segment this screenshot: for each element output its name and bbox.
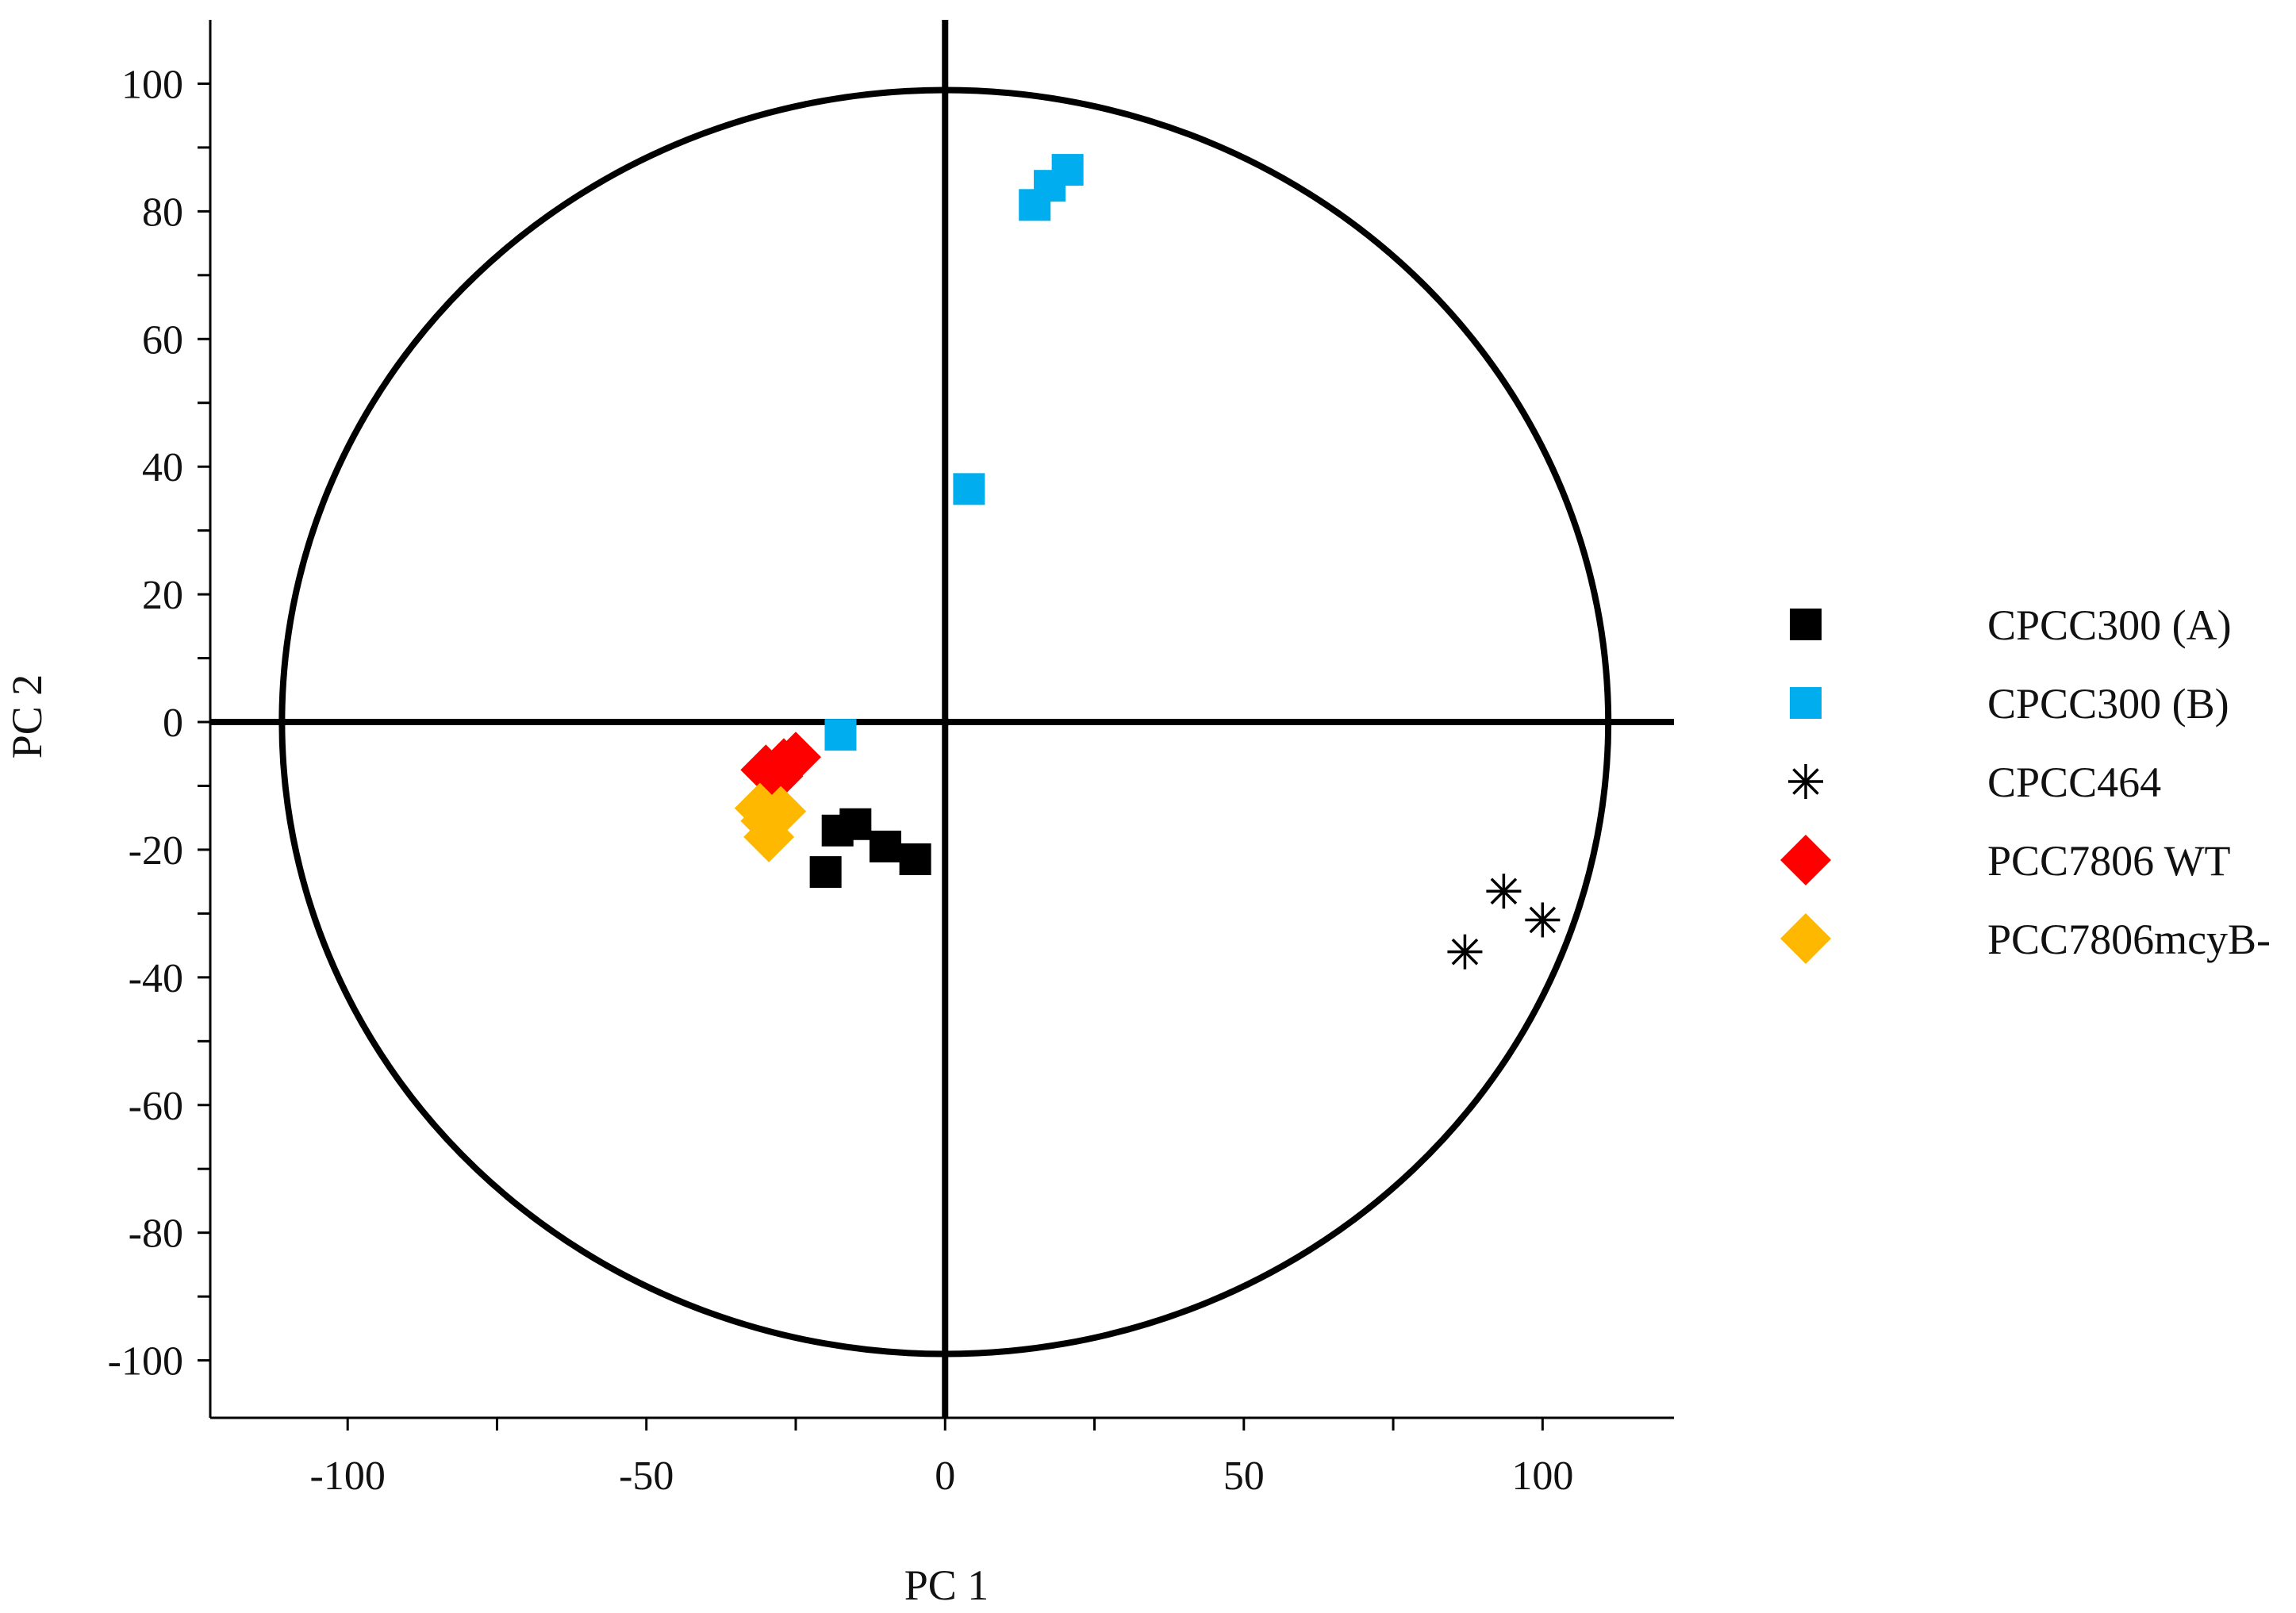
y-tick-label: -20 xyxy=(129,828,183,874)
legend-label: CPCC300 (A) xyxy=(1987,601,2232,649)
series-2 xyxy=(1447,874,1561,970)
x-tick-label: -50 xyxy=(619,1454,674,1499)
data-point xyxy=(1525,902,1561,938)
x-tick-label: 100 xyxy=(1511,1454,1573,1499)
y-tick-label: 80 xyxy=(142,190,183,235)
x-tick-label: 0 xyxy=(935,1454,955,1499)
series-3 xyxy=(740,732,821,802)
data-point xyxy=(899,843,931,876)
data-markers xyxy=(734,154,1561,970)
legend-marker xyxy=(1788,764,1823,799)
y-tick-label: -60 xyxy=(129,1084,183,1129)
plot-area xyxy=(210,20,1674,1418)
y-tick-label: 20 xyxy=(142,573,183,618)
data-point xyxy=(821,814,854,847)
data-point xyxy=(809,856,842,889)
y-tick-label: 40 xyxy=(142,445,183,490)
data-point xyxy=(869,830,901,862)
legend: CPCC300 (A) CPCC300 (B) CPCC464 PCC7806 WT P… xyxy=(1780,601,2271,964)
data-point xyxy=(824,719,857,751)
legend-marker xyxy=(1780,913,1831,964)
data-point xyxy=(1019,189,1051,221)
series-1 xyxy=(824,154,1084,751)
legend-label: CPCC300 (B) xyxy=(1987,680,2229,728)
legend-label: CPCC464 xyxy=(1987,758,2161,806)
legend-marker xyxy=(1790,609,1822,640)
x-axis-title: PC 1 xyxy=(904,1561,989,1609)
series-4 xyxy=(734,782,807,862)
series-0 xyxy=(809,808,931,889)
data-point xyxy=(1486,874,1522,909)
x-tick-label: 50 xyxy=(1223,1454,1265,1499)
data-point xyxy=(743,811,795,862)
y-tick-label: -100 xyxy=(108,1339,183,1384)
axes: 100 80 60 40 20 0 -20 -40 -60 -80 -100 -100 -50 0 50 10… xyxy=(108,20,1674,1499)
data-point xyxy=(953,473,985,505)
legend-marker xyxy=(1790,687,1822,719)
data-point xyxy=(1447,934,1483,970)
legend-label: PCC7806 WT xyxy=(1987,837,2231,885)
legend-label: PCC7806mcyB- xyxy=(1987,916,2271,963)
y-axis-title: PC 2 xyxy=(3,674,51,759)
y-tick-label: -40 xyxy=(129,956,183,1001)
y-tick-label: 0 xyxy=(163,701,183,746)
y-tick-label: -80 xyxy=(129,1212,183,1257)
y-tick-label: 100 xyxy=(121,62,183,107)
legend-marker xyxy=(1780,835,1831,885)
y-tick-label: 60 xyxy=(142,317,183,363)
x-tick-label: -100 xyxy=(310,1454,386,1499)
